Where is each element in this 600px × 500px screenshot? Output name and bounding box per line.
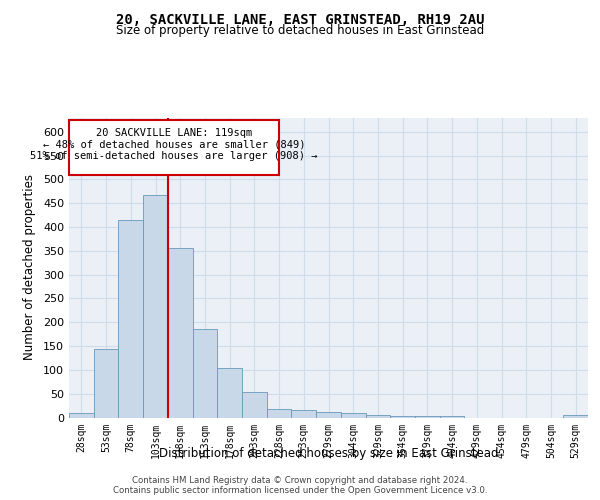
Text: Distribution of detached houses by size in East Grinstead: Distribution of detached houses by size …	[159, 448, 499, 460]
Bar	[341, 413, 365, 418]
Y-axis label: Number of detached properties: Number of detached properties	[23, 174, 36, 360]
Bar	[118, 220, 143, 418]
Bar	[365, 414, 390, 418]
Bar	[193, 330, 217, 418]
Bar	[316, 412, 341, 418]
Bar	[242, 392, 267, 417]
Text: 51% of semi-detached houses are larger (908) →: 51% of semi-detached houses are larger (…	[30, 151, 318, 161]
Bar	[94, 350, 118, 418]
Bar	[440, 416, 464, 418]
Bar	[563, 415, 588, 418]
Bar	[390, 416, 415, 418]
Bar	[69, 412, 94, 418]
Bar	[415, 416, 440, 418]
Text: Contains HM Land Registry data © Crown copyright and database right 2024.: Contains HM Land Registry data © Crown c…	[132, 476, 468, 485]
Text: 20 SACKVILLE LANE: 119sqm: 20 SACKVILLE LANE: 119sqm	[96, 128, 252, 138]
Text: ← 48% of detached houses are smaller (849): ← 48% of detached houses are smaller (84…	[43, 140, 305, 149]
Bar	[143, 194, 168, 418]
Text: Size of property relative to detached houses in East Grinstead: Size of property relative to detached ho…	[116, 24, 484, 37]
Text: 20, SACKVILLE LANE, EAST GRINSTEAD, RH19 2AU: 20, SACKVILLE LANE, EAST GRINSTEAD, RH19…	[116, 12, 484, 26]
Bar	[292, 410, 316, 418]
Bar	[168, 248, 193, 418]
Bar	[267, 409, 292, 418]
Text: Contains public sector information licensed under the Open Government Licence v3: Contains public sector information licen…	[113, 486, 487, 495]
Bar	[69, 120, 279, 174]
Bar	[217, 368, 242, 418]
